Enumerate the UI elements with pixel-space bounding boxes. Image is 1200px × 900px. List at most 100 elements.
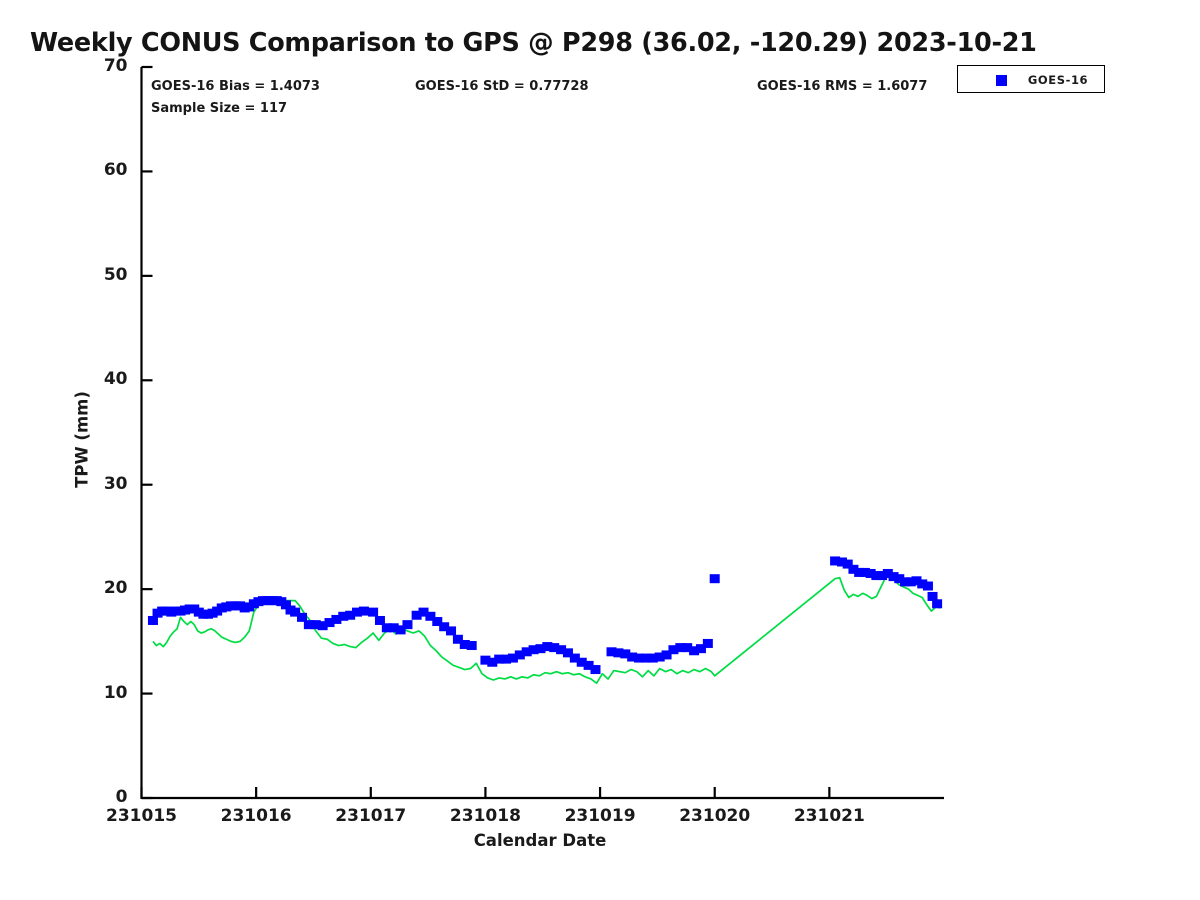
data-point-marker [905, 577, 916, 587]
x-tick-label: 231020 [679, 806, 751, 826]
data-point-marker [900, 577, 911, 587]
data-point-marker [634, 653, 645, 663]
y-tick-label: 40 [103, 369, 128, 390]
data-point-marker [562, 648, 573, 658]
y-tick-label: 60 [103, 160, 128, 181]
data-point-marker [418, 607, 429, 617]
data-point-marker [303, 620, 314, 630]
data-point-marker [882, 568, 893, 578]
data-point-marker [507, 653, 518, 663]
data-point-marker [358, 606, 369, 616]
data-point-marker [297, 612, 307, 622]
data-point-marker [147, 615, 158, 625]
data-point-marker [514, 650, 525, 660]
data-point-marker [583, 660, 594, 670]
data-point-marker [368, 607, 379, 617]
stat-rms: GOES-16 RMS = 1.6077 [757, 79, 928, 94]
data-point-marker [842, 559, 853, 569]
x-tick-label: 231017 [335, 806, 407, 826]
data-point-marker [682, 643, 693, 653]
data-point-marker [590, 665, 601, 675]
data-point-marker [521, 647, 532, 657]
data-point-marker [661, 650, 672, 660]
axis-lines [140, 67, 944, 800]
x-axis-ticks [140, 787, 831, 798]
data-point-marker [501, 654, 512, 664]
data-point-marker [865, 568, 876, 578]
y-tick-label: 30 [103, 473, 128, 494]
data-point-marker [569, 653, 580, 663]
y-tick-label: 10 [103, 682, 128, 703]
data-point-marker [338, 611, 349, 621]
data-point-marker [859, 567, 870, 577]
data-point-marker [480, 655, 491, 665]
data-point-marker [894, 574, 905, 584]
data-point-marker [439, 622, 450, 632]
data-point-marker [922, 581, 933, 591]
legend-label-goes16: GOES-16 [1027, 73, 1089, 87]
data-point-marker [836, 557, 847, 567]
data-point-marker [446, 626, 457, 636]
x-axis-title: Calendar Date [473, 831, 607, 850]
data-point-marker [576, 657, 587, 667]
y-axis-ticks [141, 65, 153, 800]
data-point-marker [535, 644, 546, 654]
data-point-marker [848, 564, 859, 574]
x-tick-label: 231018 [449, 806, 521, 826]
data-point-marker [411, 610, 422, 620]
data-point-marker [627, 652, 638, 662]
data-point-marker [877, 571, 888, 581]
data-point-marker [854, 567, 865, 577]
data-point-marker [290, 607, 301, 617]
data-point-marker [324, 618, 335, 628]
data-point-marker [640, 653, 651, 663]
data-point-marker [317, 621, 328, 631]
x-tick-label: 231021 [793, 806, 865, 826]
data-point-marker [452, 634, 463, 644]
data-point-marker [689, 646, 700, 656]
data-point-marker [830, 556, 841, 566]
data-point-marker [487, 657, 498, 667]
x-tick-label: 231016 [220, 806, 292, 826]
data-point-marker [280, 600, 291, 610]
data-point-marker [310, 620, 321, 630]
data-point-marker [606, 647, 617, 657]
gps-line-series [152, 574, 941, 684]
data-point-marker [911, 576, 922, 586]
data-point-marker [494, 654, 505, 664]
data-point-marker [425, 611, 436, 621]
data-point-marker [647, 653, 658, 663]
data-point-marker [381, 623, 392, 633]
data-point-marker [352, 607, 363, 617]
y-tick-label: 20 [103, 578, 128, 599]
data-point-marker [695, 644, 706, 654]
data-point-marker [702, 638, 713, 648]
data-point-marker [613, 648, 624, 658]
stat-std: GOES-16 StD = 0.77728 [415, 79, 589, 94]
data-point-marker [932, 599, 943, 609]
data-point-marker [395, 625, 406, 635]
data-point-marker [542, 642, 553, 652]
data-point-marker [432, 617, 443, 627]
page-title: Weekly CONUS Comparison to GPS @ P298 (3… [30, 28, 1037, 58]
data-point-marker [466, 641, 477, 651]
data-point-marker [668, 645, 679, 655]
data-point-marker [620, 649, 631, 659]
data-point-marker [459, 639, 470, 649]
data-point-marker [556, 645, 567, 655]
gps-polyline [152, 574, 941, 684]
x-tick-label: 231015 [106, 806, 177, 826]
data-point-marker [654, 652, 665, 662]
data-point-marker [388, 623, 399, 633]
data-point-marker [917, 579, 928, 589]
data-point-marker [709, 574, 720, 584]
data-point-marker [345, 610, 356, 620]
legend[interactable]: GOES-16 [957, 65, 1105, 93]
goes16-marker-series [147, 556, 943, 675]
stat-bias: GOES-16 Bias = 1.4073 [151, 79, 320, 94]
data-point-marker [888, 572, 899, 582]
data-point-marker [402, 620, 413, 630]
data-point-marker [675, 643, 686, 653]
